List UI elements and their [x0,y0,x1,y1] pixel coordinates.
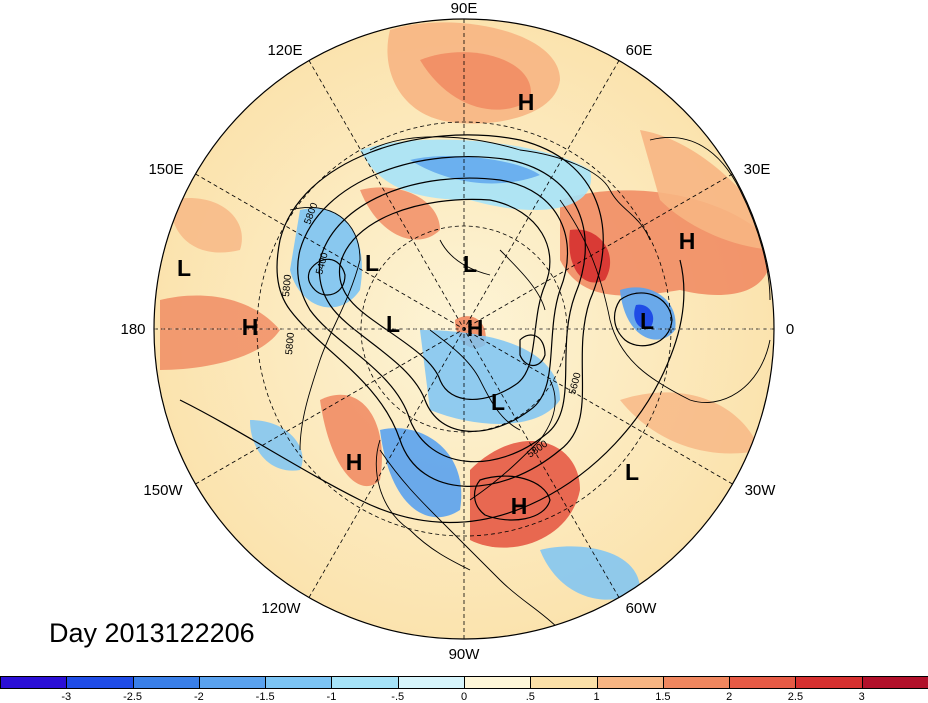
colorbar-tick-label: -2.5 [123,691,143,703]
height-contours [179,134,685,524]
lon-label-60w: 60W [626,600,658,617]
low-marker: L [463,251,477,277]
colorbar-swatch [662,676,731,689]
contour-label: 5800 [284,332,297,356]
date-label: Day 2013122206 [49,618,255,648]
polar-map: 90E 60E 30E 0 30W 60W 90W 120W 150W 180 … [120,0,794,663]
colorbar-tick-label: 1 [593,691,600,703]
colorbar-tick-label: -2 [193,691,204,703]
lon-label-90e: 90E [451,0,478,17]
colorbar-swatch [795,676,863,689]
high-marker: H [511,493,528,519]
colorbar-tick-label: .5 [525,691,535,703]
low-marker: L [625,459,639,485]
colorbar-swatch [132,676,200,689]
low-marker: L [640,308,654,334]
colorbar-swatch [397,676,465,689]
colorbar-tick-label: -1.5 [255,691,275,703]
lon-label-30w: 30W [745,482,777,499]
colorbar-swatch [729,676,797,689]
lon-label-30e: 30E [744,161,771,178]
colorbar-swatch [66,676,134,689]
colorbar-tick-label: 1.5 [655,691,671,703]
high-marker: H [518,89,535,115]
map-boundary [153,18,775,640]
colorbar-swatch [0,676,68,689]
lon-label-120e: 120E [267,42,302,59]
low-marker: L [365,250,379,276]
colorbar-swatch [861,676,928,689]
pressure-centers: H H H H H H L L L L L L L [177,89,695,519]
lon-label-120w: 120W [261,600,301,617]
low-marker: L [386,311,400,337]
low-marker: L [177,255,191,281]
high-marker: H [346,449,363,475]
lon-label-180: 180 [120,321,145,338]
high-marker: H [679,228,696,254]
high-marker: H [467,315,484,341]
lon-label-150w: 150W [143,482,183,499]
colorbar-tick-label: 2 [726,691,733,703]
coastlines [289,136,771,631]
colorbar-tick-label: 2.5 [787,691,804,703]
low-marker: L [491,389,505,415]
colorbar-tick-label: -3 [61,691,72,703]
colorbar: -3 -2.5 -2 -1.5 -1 -.5 0 .5 1 1.5 2 2.5 3 [0,676,928,703]
colorbar-swatch [464,676,532,689]
colorbar-swatch [265,676,333,689]
colorbar-tick-label: 3 [858,691,865,703]
lon-label-90w: 90W [449,646,481,663]
lon-label-150e: 150E [148,161,183,178]
colorbar-swatch [530,676,598,689]
longitude-labels: 90E 60E 30E 0 30W 60W 90W 120W 150W 180 … [120,0,794,663]
colorbar-tick-label: -.5 [391,691,405,703]
colorbar-swatch [198,676,267,689]
high-marker: H [242,314,259,340]
colorbar-tick-label: -1 [326,691,337,703]
lon-label-60e: 60E [626,42,653,59]
colorbar-swatch [596,676,664,689]
colorbar-swatch [331,676,399,689]
colorbar-tick-label: 0 [460,691,468,703]
lon-label-0: 0 [786,321,794,338]
contour-label: 5800 [281,274,294,298]
anomaly-field [154,19,774,639]
